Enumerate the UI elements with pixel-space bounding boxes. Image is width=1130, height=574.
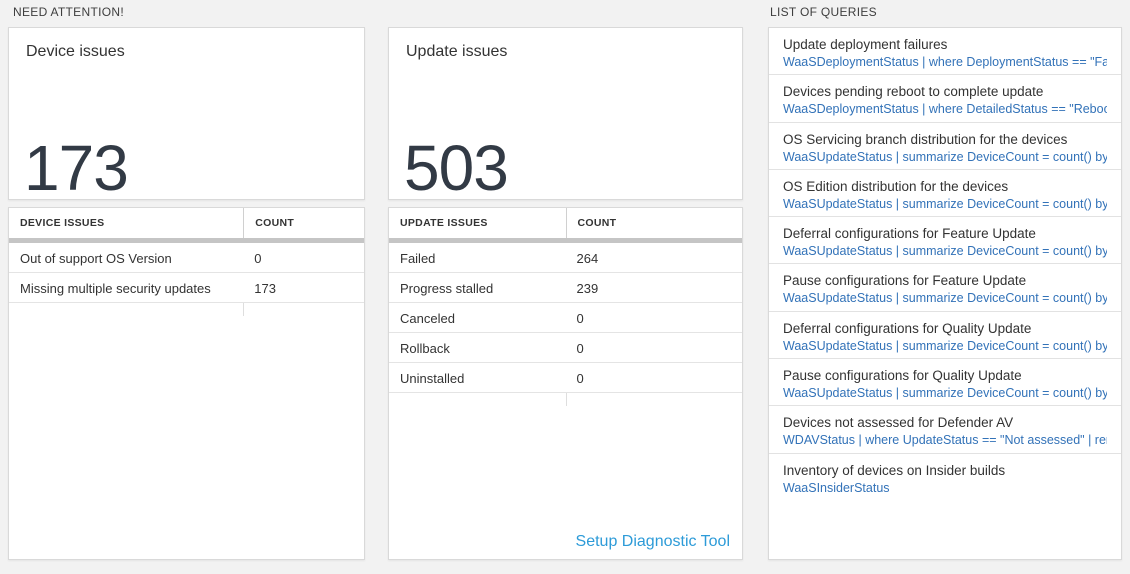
query-title: Inventory of devices on Insider builds xyxy=(783,462,1006,478)
query-text[interactable]: WaaSUpdateStatus | summarize DeviceCount… xyxy=(783,338,1107,353)
query-text[interactable]: WDAVStatus | where UpdateStatus == "Not … xyxy=(783,433,1107,448)
device-issues-table: DEVICE ISSUES COUNT Out of support OS Ve… xyxy=(8,207,365,560)
table-row[interactable]: Rollback 0 xyxy=(389,333,742,363)
issue-label: Out of support OS Version xyxy=(20,251,172,266)
query-list-item[interactable]: Deferral configurations for Feature Upda… xyxy=(769,217,1121,265)
issue-count: 0 xyxy=(576,371,584,386)
setup-diagnostic-tool-link[interactable]: Setup Diagnostic Tool xyxy=(575,533,730,550)
column-header-device-issues: DEVICE ISSUES xyxy=(20,217,105,229)
update-issues-table: UPDATE ISSUES COUNT Failed 264 Progress … xyxy=(388,207,743,560)
query-title: Devices not assessed for Defender AV xyxy=(783,415,1014,431)
table-row[interactable]: Out of support OS Version 0 xyxy=(9,243,364,273)
table-header-divider-bar xyxy=(389,238,742,243)
column-divider-stub xyxy=(243,303,245,316)
column-header-count: COUNT xyxy=(243,208,364,238)
update-issues-count: 503 xyxy=(404,132,509,204)
query-list-item[interactable]: Update deployment failures WaaSDeploymen… xyxy=(769,28,1121,76)
query-title: Devices pending reboot to complete updat… xyxy=(783,84,1044,100)
need-attention-section-label: NEED ATTENTION! xyxy=(13,5,124,19)
device-issues-title: Device issues xyxy=(26,43,125,60)
issue-label: Rollback xyxy=(400,341,450,356)
update-issues-tile[interactable]: Update issues 503 xyxy=(388,27,743,204)
query-text[interactable]: WaaSDeploymentStatus | where DetailedSta… xyxy=(783,102,1107,117)
query-title: Update deployment failures xyxy=(783,37,948,52)
query-list-item[interactable]: Devices pending reboot to complete updat… xyxy=(769,75,1121,123)
table-header-divider-bar xyxy=(9,238,364,243)
query-text[interactable]: WaaSUpdateStatus | summarize DeviceCount… xyxy=(783,149,1107,164)
query-text[interactable]: WaaSUpdateStatus | summarize DeviceCount… xyxy=(783,196,1107,211)
issue-label: Uninstalled xyxy=(400,371,465,386)
query-list-item[interactable]: Pause configurations for Quality Update … xyxy=(769,359,1121,407)
device-issues-tile[interactable]: Device issues 173 xyxy=(8,27,365,204)
column-header-count: COUNT xyxy=(565,208,743,238)
query-list-item[interactable]: Pause configurations for Feature Update … xyxy=(769,264,1121,312)
query-list-item[interactable]: Deferral configurations for Quality Upda… xyxy=(769,312,1121,360)
query-text[interactable]: WaaSDeploymentStatus | where DeploymentS… xyxy=(783,55,1107,69)
issue-count: 0 xyxy=(576,311,584,326)
issue-label: Progress stalled xyxy=(400,281,494,296)
issue-count: 239 xyxy=(576,281,599,296)
table-row[interactable]: Canceled 0 xyxy=(389,303,742,333)
query-title: Deferral configurations for Feature Upda… xyxy=(783,226,1036,242)
query-title: Deferral configurations for Quality Upda… xyxy=(783,320,1032,336)
query-text[interactable]: WaaSUpdateStatus | summarize DeviceCount… xyxy=(783,291,1107,306)
device-issues-count: 173 xyxy=(24,132,129,204)
list-of-queries-section-label: LIST OF QUERIES xyxy=(770,5,877,19)
issue-count: 0 xyxy=(254,251,262,266)
column-divider-stub xyxy=(565,393,567,406)
table-row[interactable]: Missing multiple security updates 173 xyxy=(9,273,364,303)
query-list-item[interactable]: OS Servicing branch distribution for the… xyxy=(769,123,1121,170)
table-row[interactable]: Uninstalled 0 xyxy=(389,363,742,393)
device-issues-table-header: DEVICE ISSUES COUNT xyxy=(9,208,364,238)
query-title: Pause configurations for Feature Update xyxy=(783,273,1027,289)
table-row[interactable]: Progress stalled 239 xyxy=(389,273,742,303)
update-issues-title: Update issues xyxy=(406,43,508,60)
query-text[interactable]: WaaSUpdateStatus | summarize DeviceCount… xyxy=(783,386,1107,401)
query-text[interactable]: WaaSInsiderStatus xyxy=(783,480,890,495)
query-title: OS Edition distribution for the devices xyxy=(783,178,1009,194)
query-list-item[interactable]: Devices not assessed for Defender AV WDA… xyxy=(769,406,1121,454)
update-issues-table-header: UPDATE ISSUES COUNT xyxy=(389,208,742,238)
query-list-panel: Update deployment failures WaaSDeploymen… xyxy=(768,27,1122,560)
query-title: Pause configurations for Quality Update xyxy=(783,368,1022,384)
column-header-update-issues: UPDATE ISSUES xyxy=(400,217,488,229)
issue-count: 173 xyxy=(254,281,276,296)
query-title: OS Servicing branch distribution for the… xyxy=(783,131,1068,147)
issue-label: Failed xyxy=(400,251,436,266)
table-row[interactable]: Failed 264 xyxy=(389,243,742,273)
query-list-item[interactable]: Inventory of devices on Insider builds W… xyxy=(769,454,1121,501)
issue-label: Missing multiple security updates xyxy=(20,281,211,296)
issue-count: 0 xyxy=(576,341,584,356)
issue-label: Canceled xyxy=(400,311,455,326)
query-list-item[interactable]: OS Edition distribution for the devices … xyxy=(769,170,1121,218)
issue-count: 264 xyxy=(576,251,599,266)
query-text[interactable]: WaaSUpdateStatus | summarize DeviceCount… xyxy=(783,244,1107,259)
